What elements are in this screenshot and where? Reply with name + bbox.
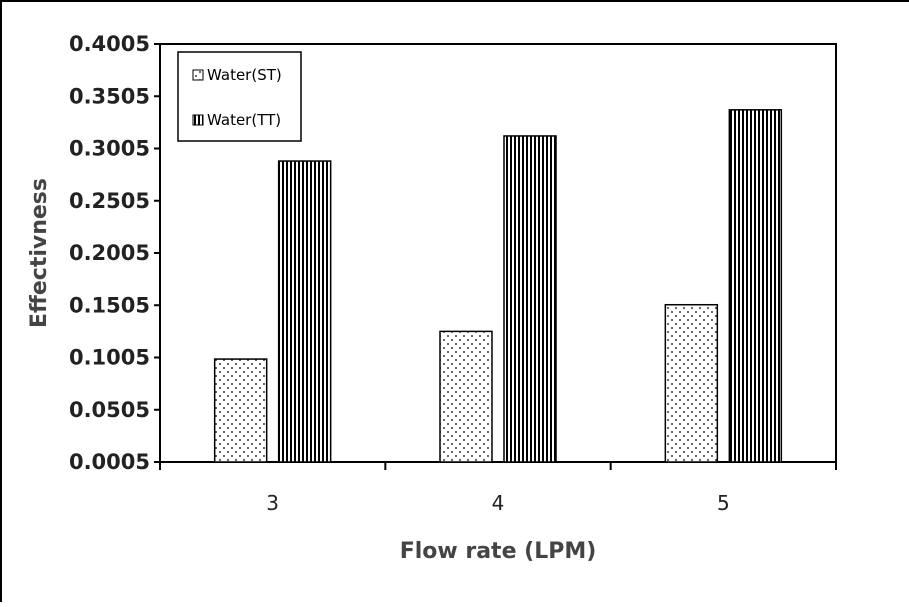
legend: Water(ST) Water(TT) — [177, 51, 302, 142]
bar-water-tt-5 — [728, 109, 783, 463]
x-tick-label: 4 — [492, 491, 505, 515]
legend-label-water-tt: Water(TT) — [207, 111, 281, 129]
y-tick-label: 0.0505 — [69, 398, 150, 422]
legend-swatch-water-tt — [192, 114, 204, 126]
y-tick-label: 0.4005 — [69, 32, 150, 56]
legend-swatch-water-st — [192, 69, 204, 81]
y-tick-label: 0.0005 — [69, 450, 150, 474]
y-tick-label: 0.1005 — [69, 346, 150, 370]
x-tick-label: 3 — [266, 491, 279, 515]
bar-water-tt-4 — [503, 135, 557, 463]
bar-water-st-5 — [664, 303, 719, 463]
bar-water-tt-3 — [277, 160, 332, 463]
x-axis-title: Flow rate (LPM) — [400, 539, 597, 564]
bar-water-st-4 — [439, 330, 493, 463]
y-tick-label: 0.2505 — [69, 189, 150, 213]
x-tick-label: 5 — [717, 491, 730, 515]
y-axis-title: Effectivness — [27, 178, 52, 328]
legend-label-water-st: Water(ST) — [207, 66, 282, 84]
y-tick-label: 0.2005 — [69, 241, 150, 265]
bar-water-st-3 — [213, 358, 268, 463]
y-tick-label: 0.3505 — [69, 84, 150, 108]
y-tick-label: 0.1505 — [69, 293, 150, 317]
legend-box — [177, 51, 302, 142]
y-tick-label: 0.3005 — [69, 137, 150, 161]
